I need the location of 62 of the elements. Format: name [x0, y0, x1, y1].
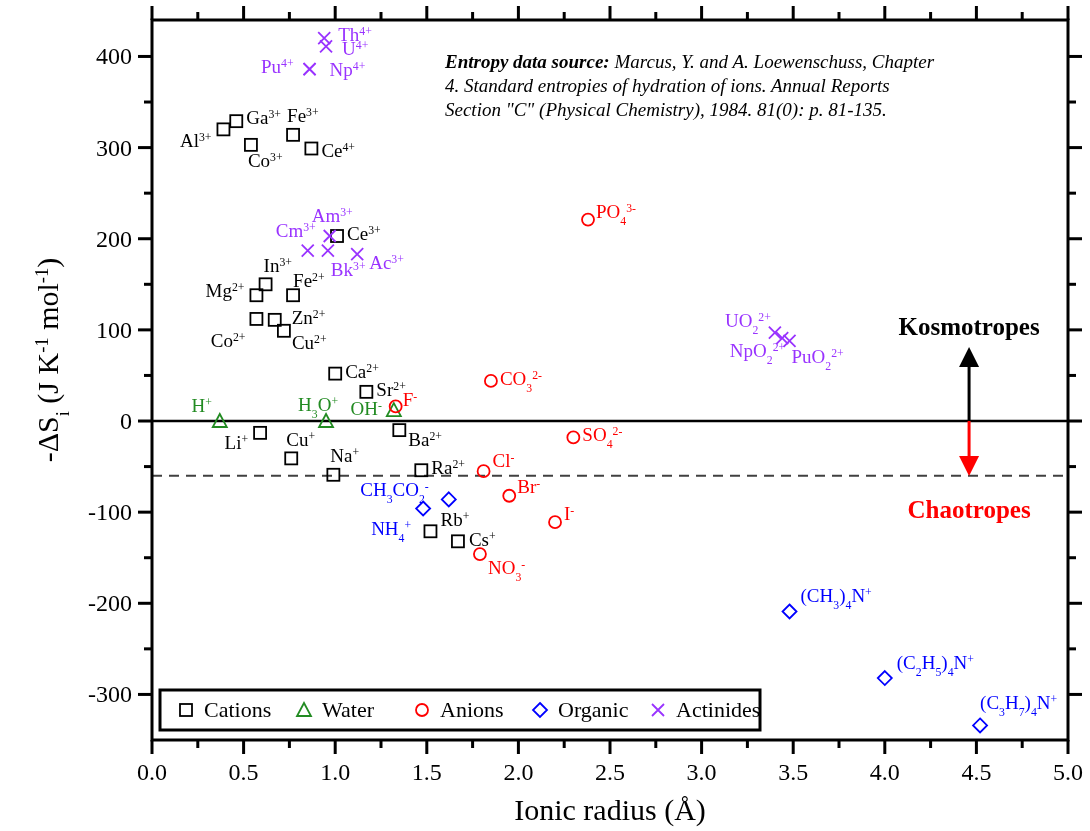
y-tick-label: -100 [88, 499, 132, 526]
legend-label: Organic [558, 697, 629, 722]
annotation: Al$^{3+}$ [179, 130, 212, 152]
y-tick-label: -300 [88, 681, 132, 708]
annotation: H$_{3}$O$^{+}$ [298, 394, 339, 421]
annotation: (CH$_{3}$)$_{4}$N$^{+}$ [800, 585, 873, 612]
y-tick-label: -200 [88, 590, 132, 617]
annotation: Cu$^{2+}$ [291, 331, 327, 353]
annotation: Ce$^{3+}$ [347, 223, 382, 244]
y-tick-label: 100 [96, 316, 132, 343]
annotation: Ga$^{3+}$ [246, 107, 282, 129]
x-tick-label: 2.0 [503, 759, 534, 785]
annotation: Entropy data source: Marcus, Y. and A. Loewenschuss, Chapter 4. Standard entropies of hydration of ions. Annual Reports Section "C" (Physical Chemistry), 1984. 81(0): p. 81-135. [444, 51, 935, 121]
annotation: Li$^{+}$ [224, 431, 249, 453]
annotation: (C$_{3}$H$_{7}$)$_{4}$N$^{+}$ [980, 692, 1058, 719]
annotation: In$^{3+}$ [263, 255, 293, 277]
x-tick-label: 3.0 [686, 759, 717, 785]
annotation: Co$^{3+}$ [247, 149, 283, 171]
annotation: Zn$^{2+}$ [291, 306, 326, 328]
annotation: Ac$^{3+}$ [369, 252, 405, 274]
annotation: Np$^{4+}$ [329, 59, 366, 81]
x-tick-label: 0.5 [228, 759, 259, 785]
x-tick-label: 2.5 [595, 759, 625, 785]
annotation: (C$_{2}$H$_{5}$)$_{4}$N$^{+}$ [896, 652, 975, 679]
annotation: Chaotropes [907, 496, 1031, 524]
annotation: Ce$^{4+}$ [321, 139, 356, 161]
x-tick-label: 5.0 [1053, 759, 1083, 785]
annotation: Na$^{+}$ [330, 444, 360, 466]
x-tick-label: 1.0 [320, 759, 351, 785]
annotation: Br$^{-}$ [517, 475, 541, 497]
annotation: I$^{-}$ [564, 503, 575, 525]
y-tick-label: 200 [96, 225, 132, 252]
y-tick-label: 300 [96, 134, 132, 161]
annotation: Co$^{2+}$ [210, 329, 246, 351]
annotation: Rb$^{+}$ [440, 509, 470, 531]
annotation: Ba$^{2+}$ [408, 429, 443, 451]
legend-label: Water [322, 697, 375, 722]
x-axis-title: Ionic radius (Å) [514, 793, 706, 827]
annotation: Pu$^{4+}$ [260, 56, 294, 78]
x-tick-label: 4.0 [869, 759, 900, 785]
y-tick-label: 400 [96, 43, 132, 70]
legend-label: Cations [204, 697, 272, 722]
x-tick-label: 0.0 [137, 759, 167, 785]
annotation: Am$^{3+}$ [311, 205, 354, 226]
legend-label: Actinides [676, 697, 761, 722]
annotation: Cu$^{+}$ [286, 429, 316, 451]
annotation: H$^{+}$ [191, 395, 213, 417]
x-tick-label: 3.5 [778, 759, 809, 785]
x-tick-label: 4.5 [961, 759, 992, 785]
annotation: Cl$^{-}$ [492, 450, 515, 472]
legend-label: Anions [440, 697, 504, 722]
x-tick-label: 1.5 [411, 759, 442, 785]
annotation: Bk$^{3+}$ [330, 258, 366, 280]
annotation: Fe$^{3+}$ [287, 104, 319, 126]
y-tick-label: 0 [120, 408, 132, 435]
annotation: Fe$^{2+}$ [293, 270, 325, 292]
annotation: Ca$^{2+}$ [345, 360, 380, 382]
annotation: Ra$^{2+}$ [431, 457, 466, 479]
annotation: Cs$^{+}$ [468, 529, 497, 551]
annotation: Kosmotropes [898, 313, 1040, 341]
annotation: Mg$^{2+}$ [205, 280, 245, 302]
annotation: OH$^{-}$ [350, 398, 382, 420]
